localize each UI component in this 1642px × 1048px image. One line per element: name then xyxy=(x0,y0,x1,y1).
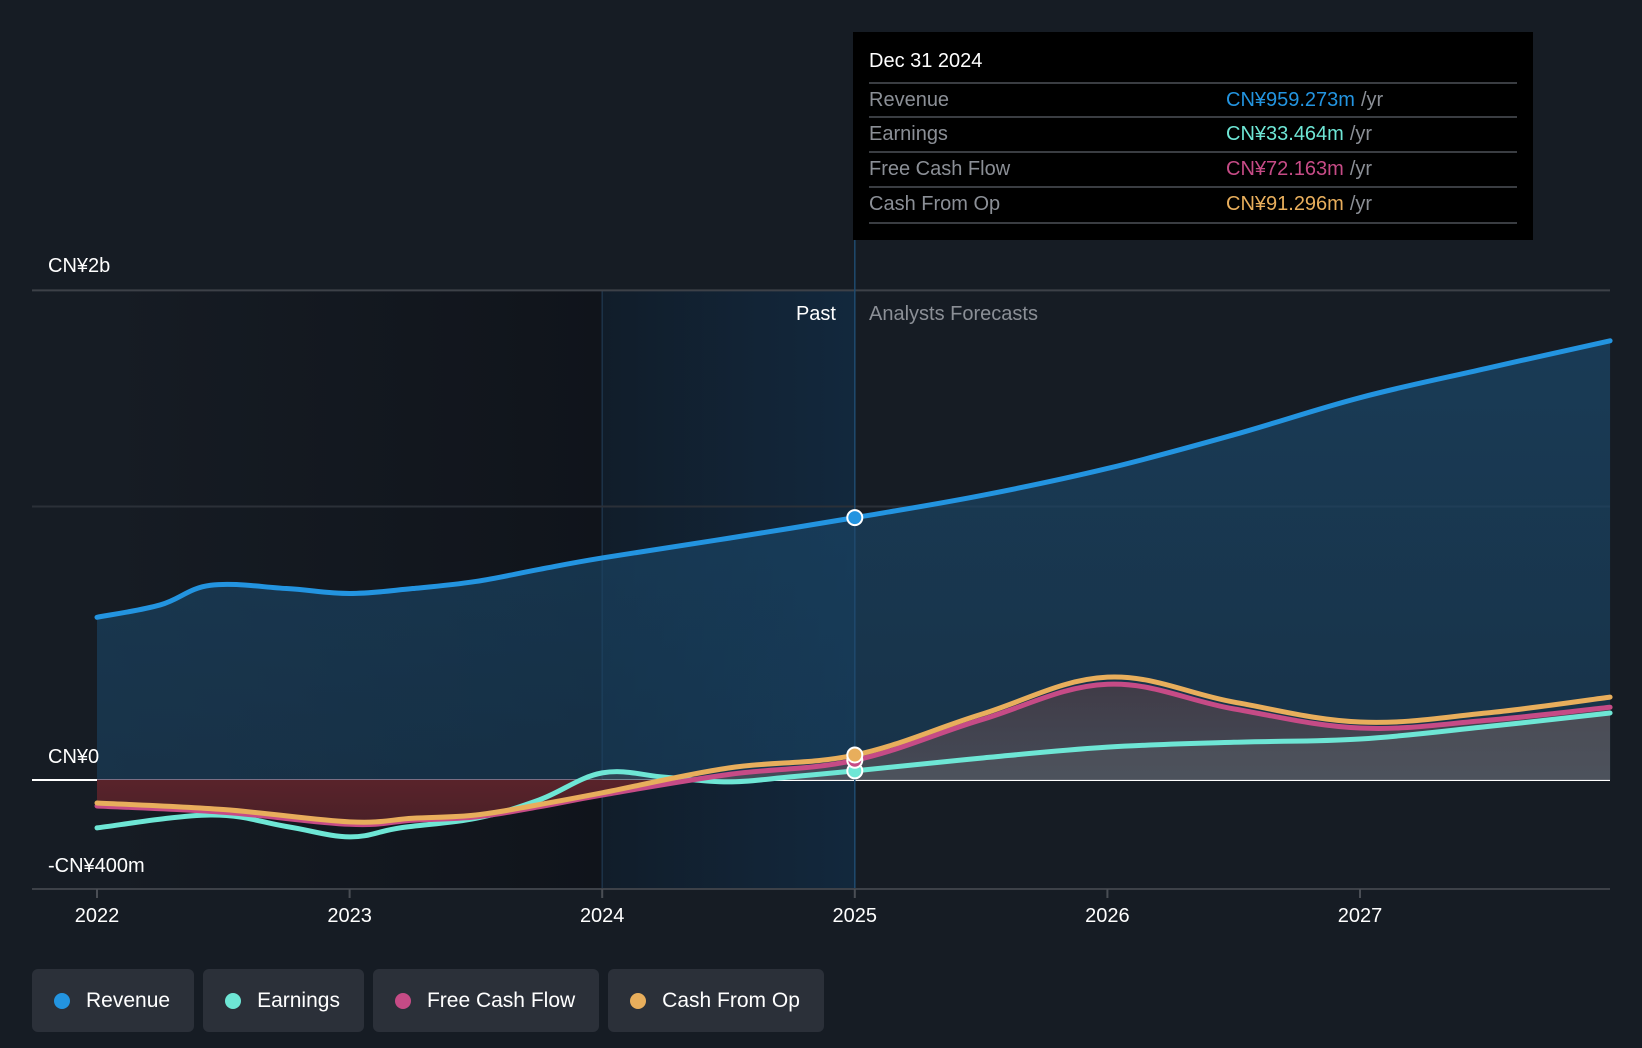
y-label-top: CN¥2b xyxy=(48,255,110,277)
tooltip-row-revenue: Revenue CN¥959.273m/yr xyxy=(869,82,1517,118)
x-tick-label: 2022 xyxy=(75,905,120,927)
legend: Revenue Earnings Free Cash Flow Cash Fro… xyxy=(32,969,824,1032)
legend-item-free-cash-flow[interactable]: Free Cash Flow xyxy=(372,969,600,1032)
tooltip-date: Dec 31 2024 xyxy=(869,50,983,72)
x-tick-label: 2026 xyxy=(1085,905,1130,927)
revenue-marker xyxy=(846,509,864,527)
x-tick-label: 2023 xyxy=(327,905,372,927)
x-tick-label: 2025 xyxy=(833,905,878,927)
tooltip-label: Free Cash Flow xyxy=(869,158,1011,180)
earnings-line xyxy=(94,710,1613,840)
tooltip-unit: /yr xyxy=(1349,193,1373,215)
legend-label: Free Cash Flow xyxy=(426,988,576,1012)
tooltip-unit: /yr xyxy=(1360,89,1384,111)
legend-label: Cash From Op xyxy=(662,988,800,1012)
tooltip: Dec 31 2024 Revenue CN¥959.273m/yr Earni… xyxy=(853,32,1533,240)
tooltip-value-text: CN¥72.163m xyxy=(1226,158,1344,180)
cash-from-op-dot-icon xyxy=(630,992,647,1009)
legend-label: Revenue xyxy=(86,988,171,1012)
y-label-bottom: -CN¥400m xyxy=(48,855,145,877)
tooltip-label: Revenue xyxy=(869,89,950,111)
tooltip-unit: /yr xyxy=(1349,158,1373,180)
tooltip-row-earnings: Earnings CN¥33.464m/yr xyxy=(869,116,1517,152)
tooltip-label: Earnings xyxy=(869,123,948,145)
free-cash-flow-dot-icon xyxy=(394,992,411,1009)
tooltip-value-text: CN¥33.464m xyxy=(1226,123,1344,145)
x-tick-label: 2027 xyxy=(1338,905,1383,927)
legend-item-cash-from-op[interactable]: Cash From Op xyxy=(608,969,824,1032)
tooltip-row-cfo: Cash From Op CN¥91.296m/yr xyxy=(869,186,1517,224)
legend-label: Earnings xyxy=(257,988,340,1012)
revenue-dot-icon xyxy=(54,992,70,1009)
tooltip-label: Cash From Op xyxy=(869,193,1001,215)
legend-item-revenue[interactable]: Revenue xyxy=(32,969,195,1032)
tooltip-value: CN¥91.296m/yr xyxy=(1226,193,1372,216)
tooltip-value: CN¥72.163m/yr xyxy=(1226,158,1372,181)
x-tick-label: 2024 xyxy=(580,905,625,927)
revenue-area xyxy=(97,340,1611,780)
cash-from-op-line xyxy=(94,674,1613,825)
past-label: Past xyxy=(796,303,836,325)
tooltip-value-text: CN¥91.296m xyxy=(1226,193,1344,215)
revenue-line xyxy=(94,338,1613,620)
cash-from-op-marker xyxy=(846,746,864,764)
legend-item-earnings[interactable]: Earnings xyxy=(203,969,364,1032)
tooltip-row-fcf: Free Cash Flow CN¥72.163m/yr xyxy=(869,151,1517,187)
earnings-dot-icon xyxy=(225,992,242,1009)
forecast-label: Analysts Forecasts xyxy=(869,303,1038,325)
tooltip-value-text: CN¥959.273m xyxy=(1226,89,1355,111)
earnings-area xyxy=(97,712,1611,780)
tooltip-value: CN¥959.273m/yr xyxy=(1226,89,1383,112)
fcf-positive-area xyxy=(97,684,1611,780)
tooltip-value: CN¥33.464m/yr xyxy=(1226,123,1372,146)
y-label-zero: CN¥0 xyxy=(48,746,99,768)
tooltip-unit: /yr xyxy=(1349,123,1373,145)
